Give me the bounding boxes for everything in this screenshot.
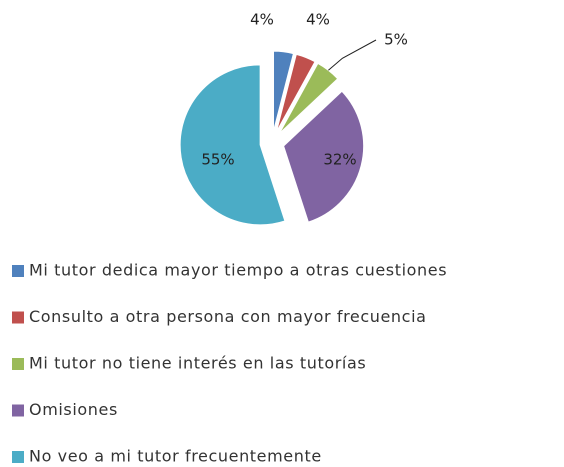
pie-slice [273,50,295,132]
data-label: 32% [323,151,356,169]
legend-label: Consulto a otra persona con mayor frecue… [29,307,427,326]
legend-swatch [12,311,24,324]
legend-swatch [12,451,24,463]
legend-label: No veo a mi tutor frecuentemente [29,447,322,466]
data-label: 4% [250,11,274,29]
legend-swatch [12,265,24,277]
pie-slice [275,53,316,133]
legend-swatch [12,404,24,417]
legend-label: Mi tutor no tiene interés en las tutoría… [29,354,366,373]
pie-slice [179,64,286,226]
data-label: 4% [306,11,330,29]
legend-label: Mi tutor dedica mayor tiempo a otras cue… [29,261,447,280]
data-label: 55% [201,151,234,169]
legend-label: Omisiones [29,400,118,419]
data-label: 5% [384,31,408,49]
leader-line [328,39,377,71]
legend-swatch [12,358,24,370]
pie-slice [278,62,339,134]
pie-slice [283,90,365,223]
